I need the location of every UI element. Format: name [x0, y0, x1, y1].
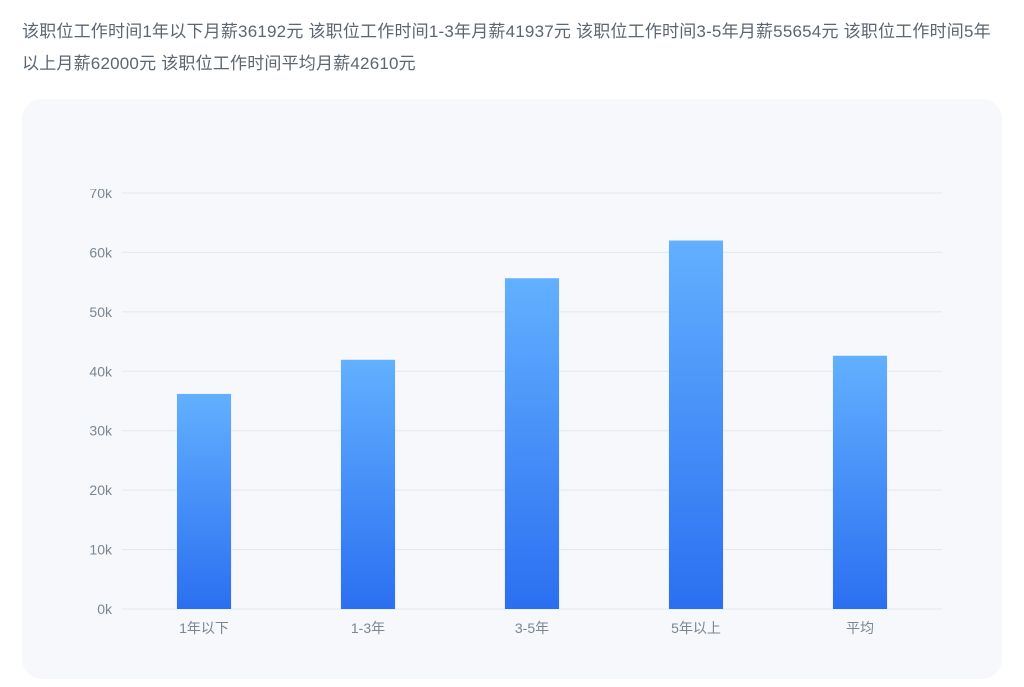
y-tick-label: 30k [89, 422, 113, 438]
y-tick-label: 50k [89, 303, 113, 319]
y-tick-label: 20k [89, 482, 113, 498]
salary-chart-card: 0k 10k 20k 30k 40k 50k 60k 70k 1年以下 1-3年 3-5年 5年以上 平… [22, 99, 1002, 679]
salary-bar [505, 278, 559, 609]
x-tick-label: 平均 [846, 620, 874, 636]
y-tick-label: 0k [97, 601, 113, 617]
chart-description: 该职位工作时间1年以下月薪36192元 该职位工作时间1-3年月薪41937元 … [22, 16, 1002, 81]
y-tick-label: 60k [89, 244, 113, 260]
x-tick-label: 5年以上 [671, 620, 721, 636]
x-tick-label: 1-3年 [351, 620, 385, 636]
y-tick-label: 70k [89, 189, 113, 201]
salary-bar [177, 394, 231, 609]
y-tick-label: 10k [89, 541, 113, 557]
salary-bar [341, 359, 395, 608]
y-tick-label: 40k [89, 363, 113, 379]
salary-bar [833, 355, 887, 608]
salary-chart: 0k 10k 20k 30k 40k 50k 60k 70k 1年以下 1-3年 3-5年 5年以上 平… [62, 189, 962, 649]
x-tick-label: 1年以下 [179, 620, 229, 636]
salary-bar [669, 240, 723, 608]
x-tick-label: 3-5年 [515, 620, 549, 636]
